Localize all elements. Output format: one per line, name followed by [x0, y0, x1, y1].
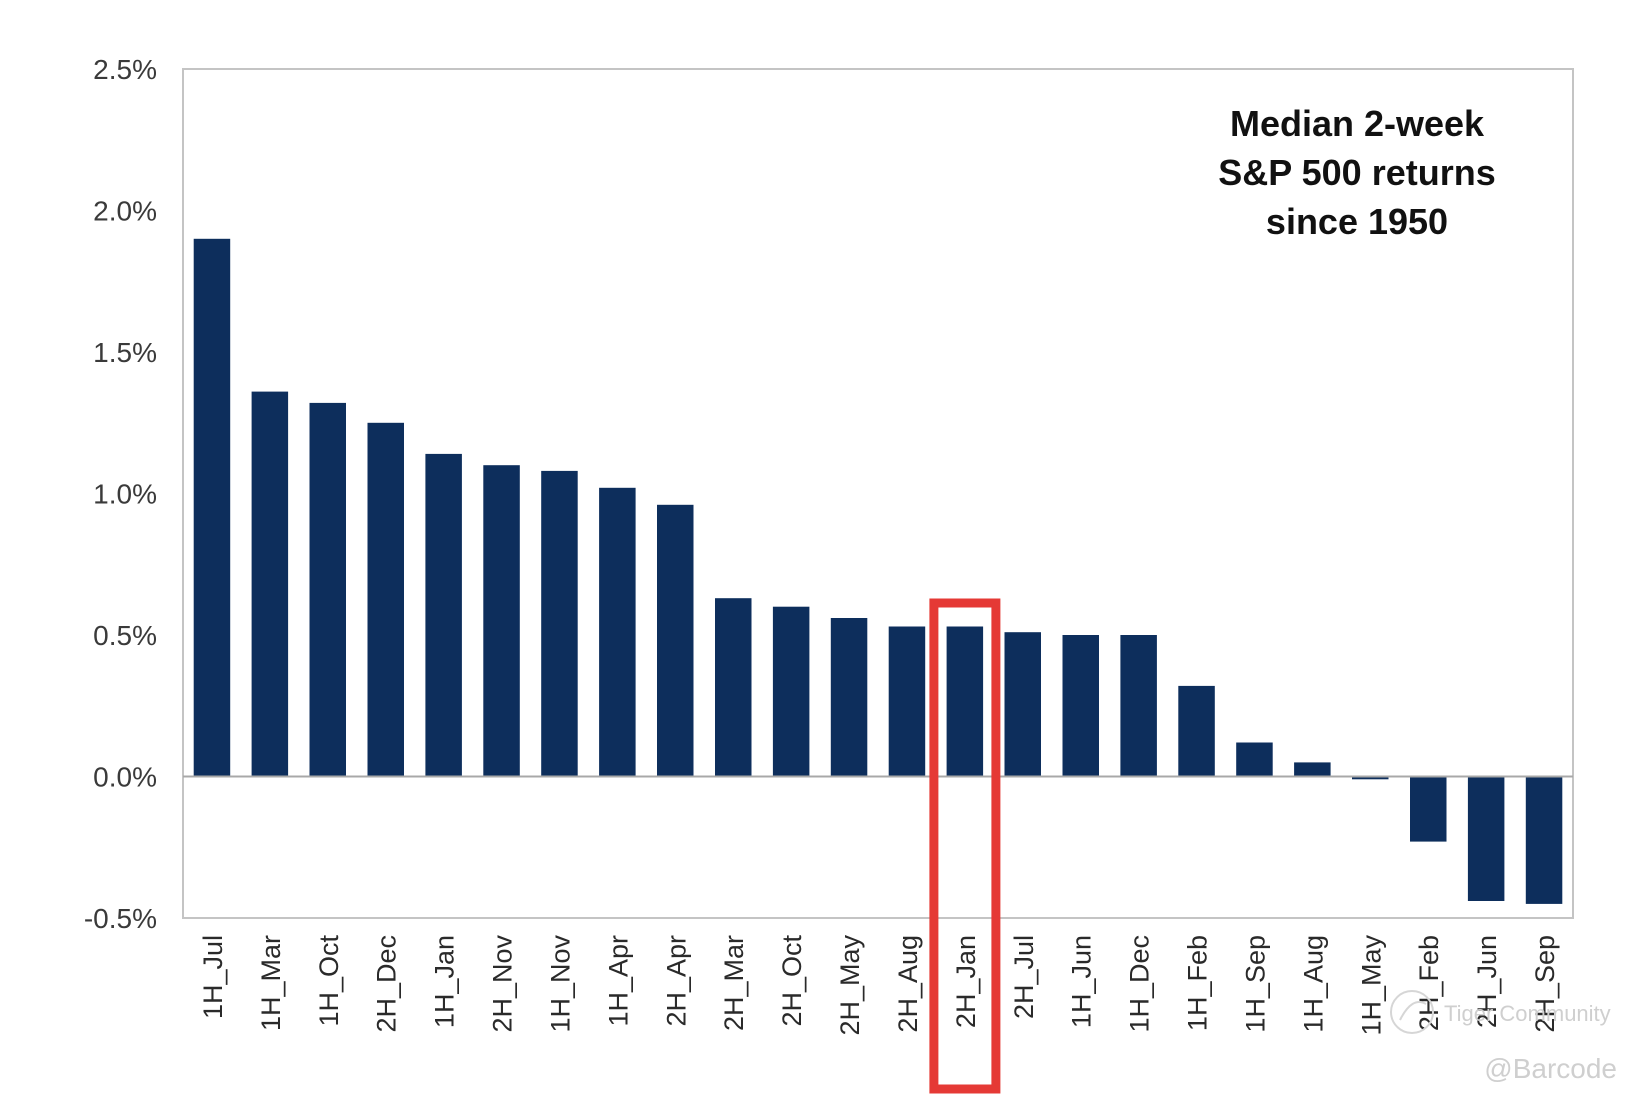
title-line-1: Median 2-week	[1230, 103, 1485, 144]
x-tick-label: 2H_Aug	[893, 935, 923, 1033]
x-tick-label: 1H_Aug	[1298, 935, 1328, 1033]
title-line-3: since 1950	[1266, 201, 1448, 242]
x-tick-label: 1H_Jul	[198, 935, 228, 1019]
x-tick-label: 1H_Jan	[430, 935, 460, 1028]
watermark-handle: @Barcode	[1484, 1053, 1617, 1084]
bar	[425, 453, 462, 777]
tiger-logo-stroke	[1399, 1001, 1427, 1021]
title-line-2: S&P 500 returns	[1218, 152, 1495, 193]
x-tick-label: 2H_May	[835, 935, 865, 1036]
bar	[830, 618, 868, 777]
bar	[1467, 776, 1505, 901]
bar	[193, 238, 231, 777]
y-tick-label: 0.5%	[93, 620, 157, 651]
y-tick-label: 1.0%	[93, 479, 157, 510]
x-tick-label: 2H_Apr	[661, 935, 691, 1027]
bar	[657, 504, 694, 777]
x-tick-label: 1H_Nov	[546, 935, 576, 1033]
x-tick-label: 1H_Dec	[1125, 935, 1155, 1033]
x-tick-label: 1H_Oct	[314, 935, 344, 1027]
bar	[251, 391, 289, 777]
x-tick-label: 2H_Sep	[1530, 935, 1560, 1033]
x-tick-label: 1H_Sep	[1241, 935, 1271, 1033]
y-tick-label: 2.0%	[93, 196, 157, 227]
chart-title: Median 2-week S&P 500 returns since 1950	[1218, 103, 1495, 242]
y-tick-label: -0.5%	[84, 903, 157, 934]
highlight-box	[929, 598, 1001, 1094]
bar	[1178, 685, 1215, 777]
bar	[946, 626, 984, 777]
y-axis: 2.5% 2.0% 1.5% 1.0% 0.5% 0.0% -0.5%	[84, 54, 157, 934]
x-tick-label: 1H_May	[1356, 935, 1386, 1036]
x-tick-label: 1H_Jun	[1067, 935, 1097, 1028]
bar	[1062, 635, 1099, 777]
bar	[1294, 762, 1331, 777]
y-tick-label: 1.5%	[93, 337, 157, 368]
x-tick-label: 2H_Dec	[372, 935, 402, 1033]
bar	[483, 465, 520, 777]
bar	[1004, 632, 1041, 777]
bar	[715, 598, 752, 777]
bar	[309, 402, 346, 777]
bar	[1120, 635, 1157, 777]
watermark-community: Tiger Community	[1444, 1001, 1611, 1026]
x-tick-label: 2H_Jun	[1472, 935, 1502, 1028]
bar	[1410, 776, 1447, 842]
y-tick-label: 2.5%	[93, 54, 157, 85]
bar	[772, 606, 810, 777]
x-tick-label: 2H_Feb	[1414, 935, 1444, 1031]
bar	[541, 470, 578, 777]
bar	[888, 626, 926, 777]
y-tick-label: 0.0%	[93, 762, 157, 793]
tiger-logo-icon	[1390, 990, 1434, 1034]
bar	[367, 422, 404, 777]
x-tick-label: 2H_Jan	[951, 935, 981, 1028]
x-tick-label: 2H_Nov	[488, 935, 518, 1033]
x-tick-label: 2H_Jul	[1009, 935, 1039, 1019]
watermark: Tiger Community @Barcode	[1390, 990, 1617, 1084]
bar	[1236, 742, 1273, 777]
x-tick-label: 1H_Mar	[256, 935, 286, 1031]
bars	[193, 238, 1563, 904]
x-tick-label: 1H_Apr	[603, 935, 633, 1027]
x-tick-label: 1H_Feb	[1183, 935, 1213, 1031]
bar	[599, 487, 636, 777]
x-tick-label: 2H_Mar	[719, 935, 749, 1031]
x-axis: 1H_Jul 1H_Mar 1H_Oct 2H_Dec 1H_Jan 2H_Nov 1H_N…	[198, 935, 1560, 1036]
bar	[1352, 776, 1389, 780]
x-tick-label: 2H_Oct	[777, 935, 807, 1027]
bar	[1525, 776, 1563, 904]
